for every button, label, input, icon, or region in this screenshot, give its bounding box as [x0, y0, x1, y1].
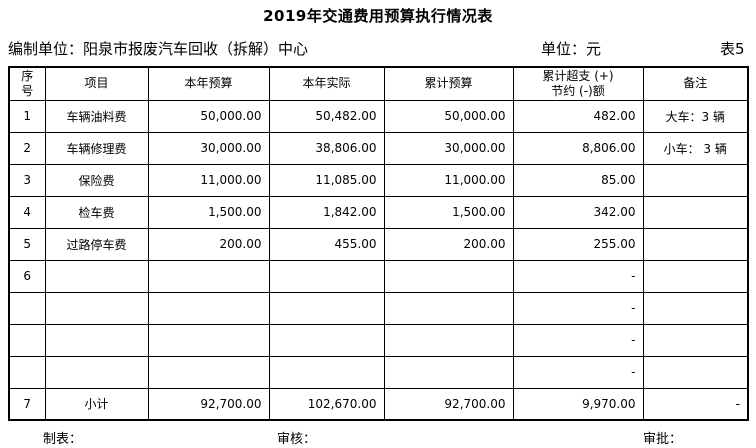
cell-item: 过路停车费 [44, 227, 149, 261]
cell-remark [642, 323, 749, 357]
table-row: 2 车辆修理费 30,000.00 38,806.00 30,000.00 8,806.0… [8, 131, 749, 165]
cell-seq [8, 323, 46, 357]
cell-overrun-saving: 85.00 [512, 163, 644, 197]
cell-overrun-saving: - [512, 323, 644, 357]
table-row: 4 检车费 1,500.00 1,842.00 1,500.00 342.00 [8, 195, 749, 229]
cell-budget-cum [383, 291, 514, 325]
cell-budget-year: 92,700.00 [147, 387, 270, 421]
cell-overrun-saving: - [512, 355, 644, 389]
cell-actual-year [268, 259, 385, 293]
cell-budget-cum: 200.00 [383, 227, 514, 261]
cell-budget-cum: 50,000.00 [383, 99, 514, 133]
cell-item [44, 355, 149, 389]
cell-remark: 小车： 3 辆 [642, 131, 749, 165]
cell-budget-cum: 92,700.00 [383, 387, 514, 421]
cell-overrun-saving: 8,806.00 [512, 131, 644, 165]
cell-overrun-saving: 482.00 [512, 99, 644, 133]
cell-budget-cum: 30,000.00 [383, 131, 514, 165]
table-row: 5 过路停车费 200.00 455.00 200.00 255.00 [8, 227, 749, 261]
cell-budget-cum [383, 259, 514, 293]
cell-item [44, 323, 149, 357]
cell-seq: 3 [8, 163, 46, 197]
cell-seq: 7 [8, 387, 46, 421]
cell-item [44, 259, 149, 293]
footer-line: 制表： 审核： 审批： [0, 428, 756, 447]
cell-budget-cum: 1,500.00 [383, 195, 514, 229]
cell-seq [8, 291, 46, 325]
cell-overrun-saving: 342.00 [512, 195, 644, 229]
cell-remark: 大车：3 辆 [642, 99, 749, 133]
cell-actual-year: 1,842.00 [268, 195, 385, 229]
cell-budget-cum: 11,000.00 [383, 163, 514, 197]
cell-budget-year [147, 259, 270, 293]
table-row: - [8, 291, 749, 325]
cell-overrun-saving: 255.00 [512, 227, 644, 261]
column-header-actual-year: 本年实际 [268, 66, 385, 101]
cell-seq: 2 [8, 131, 46, 165]
page-title: 2019年交通费用预算执行情况表 [263, 7, 493, 25]
column-header-item: 项目 [44, 66, 149, 101]
cell-overrun-saving: - [512, 291, 644, 325]
cell-actual-year [268, 291, 385, 325]
column-header-remark: 备注 [642, 66, 749, 101]
table-row: - [8, 355, 749, 389]
table-row: 1 车辆油料费 50,000.00 50,482.00 50,000.00 482.00 大… [8, 99, 749, 133]
cell-item: 车辆修理费 [44, 131, 149, 165]
cell-budget-year: 30,000.00 [147, 131, 270, 165]
cell-budget-year: 50,000.00 [147, 99, 270, 133]
cell-seq: 1 [8, 99, 46, 133]
cell-actual-year [268, 355, 385, 389]
currency-unit-label: 单位：元 [541, 40, 602, 58]
cell-remark: - [642, 387, 749, 421]
cell-seq: 5 [8, 227, 46, 261]
table-header-row: 序号 项目 本年预算 本年实际 累计预算 累计超支 (+) 节约 (-)额 备注 [8, 66, 749, 101]
maker-label: 制表： [43, 432, 83, 447]
reviewer-label: 审核： [277, 432, 317, 447]
cell-item [44, 291, 149, 325]
table-row: 3 保险费 11,000.00 11,085.00 11,000.00 85.00 [8, 163, 749, 197]
cell-item: 车辆油料费 [44, 99, 149, 133]
cell-actual-year: 11,085.00 [268, 163, 385, 197]
cell-seq: 6 [8, 259, 46, 293]
cell-remark [642, 259, 749, 293]
cell-actual-year: 102,670.00 [268, 387, 385, 421]
cell-item: 检车费 [44, 195, 149, 229]
cell-remark [642, 355, 749, 389]
cell-budget-year [147, 355, 270, 389]
table-row: 6- [8, 259, 749, 293]
column-header-budget-year: 本年预算 [147, 66, 270, 101]
cell-budget-year [147, 323, 270, 357]
cell-actual-year: 50,482.00 [268, 99, 385, 133]
cell-budget-year: 11,000.00 [147, 163, 270, 197]
table-row: - [8, 323, 749, 357]
budget-table: 序号 项目 本年预算 本年实际 累计预算 累计超支 (+) 节约 (-)额 备注 1 车辆油料… [8, 66, 749, 421]
cell-overrun-saving: 9,970.00 [512, 387, 644, 421]
cell-budget-year: 200.00 [147, 227, 270, 261]
cell-actual-year: 38,806.00 [268, 131, 385, 165]
meta-line: 编制单位：阳泉市报废汽车回收（拆解）中心 单位：元 表5 [0, 38, 756, 58]
prepared-by-label: 编制单位：阳泉市报废汽车回收（拆解）中心 [8, 40, 309, 58]
column-header-budget-cum: 累计预算 [383, 66, 514, 101]
cell-actual-year [268, 323, 385, 357]
cell-actual-year: 455.00 [268, 227, 385, 261]
cell-budget-year: 1,500.00 [147, 195, 270, 229]
cell-budget-year [147, 291, 270, 325]
column-header-seq: 序号 [8, 66, 46, 101]
sheet-number-label: 表5 [720, 40, 745, 58]
column-header-overrun-saving: 累计超支 (+) 节约 (-)额 [512, 66, 644, 101]
cell-seq: 4 [8, 195, 46, 229]
cell-overrun-saving: - [512, 259, 644, 293]
approver-label: 审批： [643, 432, 683, 447]
cell-item: 保险费 [44, 163, 149, 197]
cell-budget-cum [383, 323, 514, 357]
cell-remark [642, 291, 749, 325]
table-row: 7 小计 92,700.00 102,670.00 92,700.00 9,970.00- [8, 387, 749, 421]
cell-budget-cum [383, 355, 514, 389]
cell-remark [642, 195, 749, 229]
cell-remark [642, 227, 749, 261]
cell-item: 小计 [44, 387, 149, 421]
cell-seq [8, 355, 46, 389]
cell-remark [642, 163, 749, 197]
